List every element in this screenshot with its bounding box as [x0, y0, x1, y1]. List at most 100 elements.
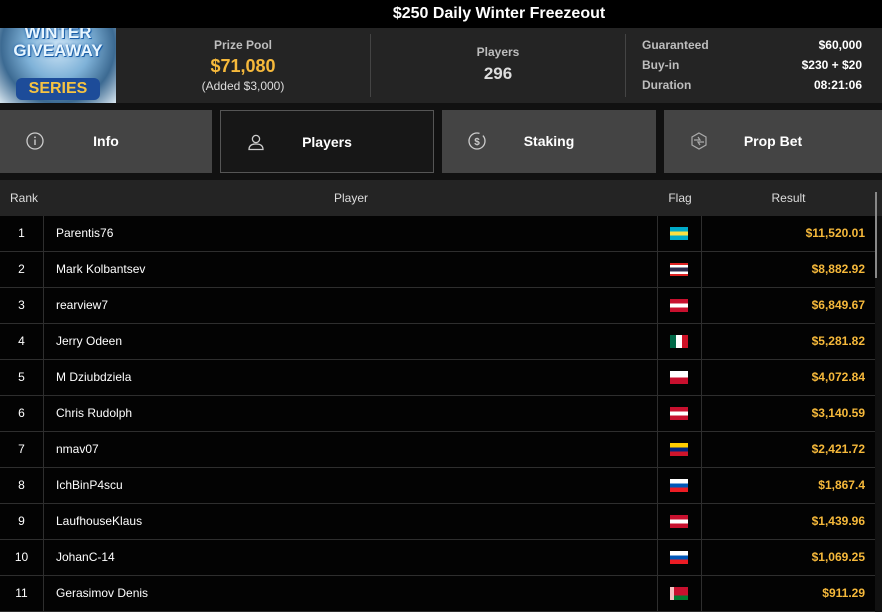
flag-thailand-icon	[670, 263, 688, 276]
table-row[interactable]: 8 IchBinP4scu $1,867.4	[0, 468, 875, 504]
rank: 5	[0, 360, 44, 395]
tournament-title: $250 Daily Winter Freezeout	[0, 0, 882, 28]
player-name: JohanC-14	[44, 540, 658, 575]
table-row[interactable]: 9 LaufhouseKlaus $1,439.96	[0, 504, 875, 540]
flag-venezuela-icon	[670, 443, 688, 456]
detail-label: Buy-in	[642, 58, 680, 72]
tab-info[interactable]: Info	[0, 110, 212, 173]
table-row[interactable]: 10 JohanC-14 $1,069.25	[0, 540, 875, 576]
players-label: Players	[476, 45, 520, 59]
flag-austria-icon	[670, 515, 688, 528]
rank: 3	[0, 288, 44, 323]
rank: 2	[0, 252, 44, 287]
tab-prop-bet[interactable]: Prop Bet	[664, 110, 882, 173]
player-name: Gerasimov Denis	[44, 576, 658, 611]
flag-cell	[658, 468, 702, 503]
table-header: Rank Player Flag Result	[0, 180, 882, 216]
flag-poland-icon	[670, 371, 688, 384]
divider	[370, 34, 371, 97]
detail-label: Guaranteed	[642, 38, 709, 52]
user-icon	[247, 133, 265, 151]
detail-row: Buy-in $230 + $20	[642, 58, 862, 78]
table-row[interactable]: 11 Gerasimov Denis $911.29	[0, 576, 875, 612]
rank: 11	[0, 576, 44, 611]
players-count: Players 296	[371, 45, 625, 84]
header-flag: Flag	[668, 191, 692, 205]
players-value: 296	[483, 64, 513, 83]
player-name: IchBinP4scu	[44, 468, 658, 503]
flag-slovenia-icon	[670, 551, 688, 564]
scrollbar[interactable]	[875, 192, 877, 278]
rank: 4	[0, 324, 44, 359]
prize-pool: Prize Pool $71,080 (Added $3,000)	[116, 38, 370, 93]
hexagon-bolt-icon	[690, 132, 708, 150]
prize-pool-value: $71,080	[210, 56, 276, 76]
banner-line1: WINTER	[24, 23, 92, 42]
player-name: Chris Rudolph	[44, 396, 658, 431]
tab-label: Staking	[523, 133, 575, 149]
player-name: Mark Kolbantsev	[44, 252, 658, 287]
header-result: Result	[771, 191, 806, 205]
prize-pool-label: Prize Pool	[213, 38, 272, 52]
result: $3,140.59	[811, 406, 865, 420]
result: $2,421.72	[811, 442, 865, 456]
flag-austria-icon	[670, 299, 688, 312]
rank: 1	[0, 216, 44, 251]
flag-bahamas-icon	[670, 227, 688, 240]
detail-value: 08:21:06	[813, 78, 862, 92]
flag-cell	[658, 396, 702, 431]
rank: 6	[0, 396, 44, 431]
banner-line3: SERIES	[16, 78, 100, 100]
flag-cell	[658, 576, 702, 611]
flag-cell	[658, 288, 702, 323]
tournament-stats: Prize Pool $71,080 (Added $3,000) Player…	[116, 28, 882, 103]
tab-label: Info	[93, 133, 119, 149]
tab-staking[interactable]: $ Staking	[442, 110, 656, 173]
result: $8,882.92	[811, 262, 865, 276]
result: $1,439.96	[811, 514, 865, 528]
tab-label: Players	[302, 134, 352, 150]
flag-cell	[658, 432, 702, 467]
results-table: 1 Parentis76 $11,520.01 2 Mark Kolbantsev $8,…	[0, 216, 875, 612]
detail-value: $60,000	[818, 38, 862, 52]
player-name: Jerry Odeen	[44, 324, 658, 359]
result: $6,849.67	[811, 298, 865, 312]
player-name: rearview7	[44, 288, 658, 323]
info-icon	[26, 132, 44, 150]
flag-belarus-icon	[670, 587, 688, 600]
player-name: M Dziubdziela	[44, 360, 658, 395]
detail-row: Duration 08:21:06	[642, 78, 862, 98]
banner-line2: GIVEAWAY	[13, 41, 103, 60]
rank: 7	[0, 432, 44, 467]
result: $911.29	[822, 586, 865, 600]
detail-row: Guaranteed $60,000	[642, 38, 862, 58]
rank: 10	[0, 540, 44, 575]
dollar-coin-icon: $	[468, 132, 486, 150]
table-row[interactable]: 3 rearview7 $6,849.67	[0, 288, 875, 324]
result: $1,867.4	[818, 478, 865, 492]
table-row[interactable]: 6 Chris Rudolph $3,140.59	[0, 396, 875, 432]
table-row[interactable]: 2 Mark Kolbantsev $8,882.92	[0, 252, 875, 288]
flag-cell	[658, 360, 702, 395]
result: $11,520.01	[805, 226, 865, 240]
flag-austria-icon	[670, 407, 688, 420]
detail-value: $230 + $20	[801, 58, 862, 72]
prize-pool-added: (Added $3,000)	[201, 79, 285, 93]
flag-cell	[658, 540, 702, 575]
result: $1,069.25	[811, 550, 865, 564]
header-rank: Rank	[10, 191, 39, 205]
flag-cell	[658, 216, 702, 251]
flag-cell	[658, 324, 702, 359]
flag-slovenia-icon	[670, 479, 688, 492]
tab-players[interactable]: Players	[220, 110, 434, 173]
rank: 8	[0, 468, 44, 503]
table-row[interactable]: 4 Jerry Odeen $5,281.82	[0, 324, 875, 360]
header-player: Player	[333, 191, 368, 205]
table-row[interactable]: 1 Parentis76 $11,520.01	[0, 216, 875, 252]
flag-cell	[658, 252, 702, 287]
table-row[interactable]: 7 nmav07 $2,421.72	[0, 432, 875, 468]
result: $4,072.84	[811, 370, 865, 384]
flag-mexico-icon	[670, 335, 688, 348]
flag-cell	[658, 504, 702, 539]
